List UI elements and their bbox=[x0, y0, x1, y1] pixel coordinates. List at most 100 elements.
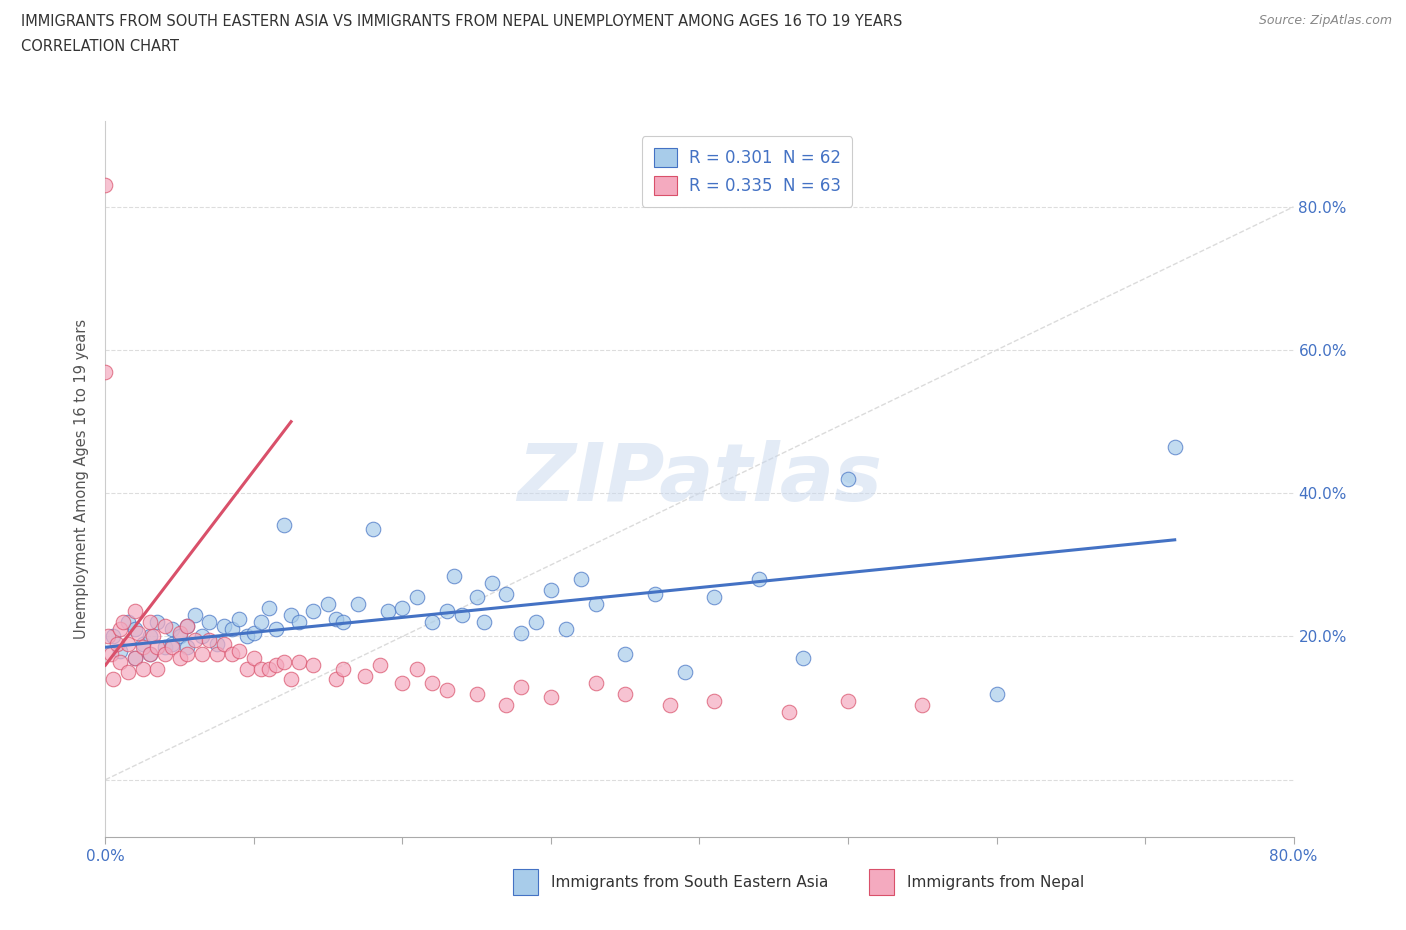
Point bbox=[280, 607, 302, 622]
Point bbox=[406, 661, 429, 676]
Point bbox=[837, 472, 859, 486]
Point bbox=[221, 622, 243, 637]
Point bbox=[153, 647, 176, 662]
Y-axis label: Unemployment Among Ages 16 to 19 years: Unemployment Among Ages 16 to 19 years bbox=[75, 319, 90, 639]
Text: Immigrants from South Eastern Asia: Immigrants from South Eastern Asia bbox=[551, 874, 828, 889]
Point bbox=[472, 615, 495, 630]
Point bbox=[153, 618, 176, 633]
Point bbox=[554, 622, 576, 637]
Bar bbox=[869, 870, 894, 895]
Point bbox=[332, 661, 354, 676]
Point bbox=[124, 651, 146, 666]
Point bbox=[1164, 439, 1187, 454]
Text: Source: ZipAtlas.com: Source: ZipAtlas.com bbox=[1258, 14, 1392, 27]
Point bbox=[287, 654, 309, 669]
Point bbox=[117, 665, 139, 680]
Point bbox=[703, 694, 725, 709]
Point bbox=[911, 698, 934, 712]
Point bbox=[131, 640, 153, 655]
Point bbox=[131, 661, 153, 676]
Point bbox=[176, 647, 198, 662]
Point bbox=[127, 626, 149, 641]
Point bbox=[205, 647, 228, 662]
Point bbox=[391, 601, 413, 616]
Point bbox=[146, 615, 169, 630]
Point bbox=[443, 568, 465, 583]
Text: Immigrants from Nepal: Immigrants from Nepal bbox=[907, 874, 1084, 889]
Text: ZIPatlas: ZIPatlas bbox=[517, 440, 882, 518]
Point bbox=[117, 615, 139, 630]
Point bbox=[368, 658, 391, 672]
Point bbox=[436, 683, 458, 698]
Point bbox=[495, 698, 517, 712]
Point bbox=[614, 686, 637, 701]
Point bbox=[110, 622, 132, 637]
Point bbox=[658, 698, 681, 712]
Point bbox=[146, 640, 169, 655]
Point bbox=[162, 636, 184, 651]
Point bbox=[139, 647, 162, 662]
Point bbox=[235, 661, 257, 676]
Point bbox=[101, 629, 124, 644]
Point bbox=[986, 686, 1008, 701]
Point bbox=[280, 672, 302, 687]
Point bbox=[162, 640, 184, 655]
Point bbox=[124, 622, 146, 637]
Point bbox=[569, 572, 592, 587]
Point bbox=[585, 675, 607, 690]
Point bbox=[673, 665, 696, 680]
Point bbox=[214, 618, 236, 633]
Point bbox=[139, 615, 162, 630]
Point bbox=[169, 626, 191, 641]
Point bbox=[110, 654, 132, 669]
Point bbox=[191, 647, 214, 662]
Point bbox=[153, 640, 176, 655]
Point bbox=[420, 615, 443, 630]
Point bbox=[495, 586, 517, 601]
Point bbox=[465, 590, 488, 604]
Point bbox=[302, 604, 325, 618]
Point bbox=[97, 629, 120, 644]
Point bbox=[614, 647, 637, 662]
Point bbox=[450, 607, 472, 622]
Point bbox=[94, 365, 117, 379]
Point bbox=[420, 675, 443, 690]
Point bbox=[481, 576, 503, 591]
Point bbox=[124, 604, 146, 618]
Bar bbox=[513, 870, 538, 895]
Point bbox=[377, 604, 399, 618]
Point bbox=[406, 590, 429, 604]
Point bbox=[510, 679, 533, 694]
Point bbox=[257, 601, 280, 616]
Point bbox=[361, 522, 384, 537]
Point bbox=[792, 651, 814, 666]
Point bbox=[101, 672, 124, 687]
Point bbox=[139, 647, 162, 662]
Point bbox=[176, 618, 198, 633]
Point bbox=[94, 178, 117, 193]
Point bbox=[644, 586, 666, 601]
Point bbox=[325, 672, 347, 687]
Point bbox=[169, 651, 191, 666]
Point bbox=[316, 597, 339, 612]
Point bbox=[264, 622, 287, 637]
Point bbox=[585, 597, 607, 612]
Point bbox=[325, 611, 347, 626]
Point bbox=[139, 629, 162, 644]
Point bbox=[117, 636, 139, 651]
Point bbox=[465, 686, 488, 701]
Point bbox=[287, 615, 309, 630]
Point bbox=[524, 615, 547, 630]
Point bbox=[748, 572, 770, 587]
Point bbox=[100, 647, 122, 662]
Point bbox=[540, 582, 562, 597]
Point bbox=[332, 615, 354, 630]
Point bbox=[510, 626, 533, 641]
Point bbox=[214, 636, 236, 651]
Point bbox=[273, 518, 295, 533]
Point bbox=[837, 694, 859, 709]
Point bbox=[273, 654, 295, 669]
Point bbox=[436, 604, 458, 618]
Point bbox=[221, 647, 243, 662]
Point bbox=[778, 704, 800, 719]
